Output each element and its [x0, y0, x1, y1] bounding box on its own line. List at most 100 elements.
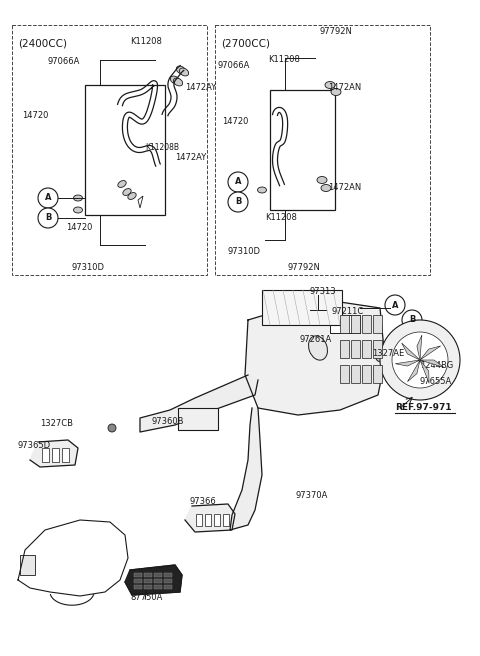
Text: 97066A: 97066A — [218, 60, 251, 70]
Text: 1472AY: 1472AY — [175, 154, 206, 163]
Bar — [262, 290, 342, 325]
Text: 97366: 97366 — [190, 497, 217, 506]
Text: 97792N: 97792N — [288, 264, 321, 272]
Text: 1472AY: 1472AY — [185, 83, 216, 92]
Bar — [373, 365, 382, 383]
Text: K11208B: K11208B — [145, 144, 179, 152]
Bar — [62, 448, 69, 462]
Ellipse shape — [180, 68, 189, 76]
Circle shape — [228, 172, 248, 192]
Bar — [144, 579, 152, 583]
Circle shape — [108, 424, 116, 432]
Ellipse shape — [376, 354, 388, 362]
Ellipse shape — [128, 193, 136, 199]
Text: A: A — [45, 194, 51, 203]
Ellipse shape — [170, 76, 180, 84]
Text: B: B — [409, 316, 415, 325]
Ellipse shape — [73, 195, 83, 201]
Polygon shape — [420, 346, 441, 360]
Bar — [134, 573, 142, 577]
Text: 97313: 97313 — [310, 287, 336, 297]
Polygon shape — [30, 440, 78, 467]
Polygon shape — [395, 360, 420, 366]
Text: 97365D: 97365D — [18, 440, 51, 449]
Ellipse shape — [176, 66, 186, 74]
Text: 14720: 14720 — [222, 117, 248, 127]
Text: K11208: K11208 — [265, 213, 297, 222]
Text: 1472AN: 1472AN — [328, 83, 361, 92]
Bar — [178, 408, 218, 430]
Bar — [154, 579, 162, 583]
Bar — [144, 573, 152, 577]
Circle shape — [392, 332, 448, 388]
Text: B: B — [235, 197, 241, 207]
Text: 1327CB: 1327CB — [40, 419, 73, 428]
Circle shape — [38, 208, 58, 228]
Bar — [362, 315, 371, 333]
Text: REF.97-971: REF.97-971 — [395, 403, 452, 413]
Bar — [340, 365, 349, 383]
Ellipse shape — [123, 188, 131, 195]
Ellipse shape — [331, 89, 341, 96]
Bar — [154, 585, 162, 589]
Bar — [20, 555, 35, 575]
Text: A: A — [392, 300, 398, 310]
Bar — [340, 340, 349, 358]
Text: 97310D: 97310D — [228, 247, 261, 256]
Bar — [215, 25, 430, 275]
Text: 97261A: 97261A — [300, 335, 332, 344]
Text: 1327AE: 1327AE — [372, 350, 404, 358]
Ellipse shape — [321, 184, 331, 192]
Text: 97655A: 97655A — [420, 377, 452, 386]
Text: 97211C: 97211C — [332, 308, 364, 316]
Polygon shape — [138, 196, 143, 208]
Bar — [270, 90, 335, 210]
Ellipse shape — [426, 368, 434, 382]
Polygon shape — [125, 565, 182, 595]
Text: B: B — [45, 213, 51, 222]
Bar — [196, 514, 202, 526]
Bar — [134, 585, 142, 589]
Text: 97370A: 97370A — [295, 491, 327, 499]
Circle shape — [228, 192, 248, 212]
Text: K11208: K11208 — [130, 37, 162, 47]
Bar — [214, 514, 220, 526]
Bar — [164, 585, 172, 589]
Polygon shape — [420, 360, 429, 383]
Bar — [362, 365, 371, 383]
Bar — [154, 573, 162, 577]
Text: 1472AN: 1472AN — [328, 184, 361, 192]
Bar — [351, 315, 360, 333]
Polygon shape — [140, 375, 258, 432]
Bar — [164, 579, 172, 583]
Bar — [351, 340, 360, 358]
Ellipse shape — [309, 336, 327, 360]
Ellipse shape — [173, 78, 183, 86]
Circle shape — [380, 320, 460, 400]
Polygon shape — [408, 360, 420, 382]
Bar — [85, 85, 165, 215]
Text: K11208: K11208 — [268, 56, 300, 64]
Text: (2400CC): (2400CC) — [18, 39, 67, 49]
Ellipse shape — [73, 207, 83, 213]
Bar — [205, 514, 211, 526]
Text: 97310D: 97310D — [72, 264, 105, 272]
Circle shape — [385, 295, 405, 315]
Bar — [373, 315, 382, 333]
Bar — [12, 25, 207, 275]
Polygon shape — [230, 408, 262, 530]
Polygon shape — [420, 360, 444, 367]
Text: A: A — [235, 178, 241, 186]
Bar — [362, 340, 371, 358]
Bar — [223, 514, 229, 526]
Ellipse shape — [317, 176, 327, 184]
Bar — [164, 573, 172, 577]
Bar — [340, 315, 349, 333]
Polygon shape — [245, 302, 385, 415]
Polygon shape — [402, 343, 420, 360]
Bar — [144, 585, 152, 589]
Bar — [52, 448, 59, 462]
Text: 1244BG: 1244BG — [420, 361, 453, 371]
Circle shape — [38, 188, 58, 208]
Ellipse shape — [325, 81, 335, 89]
